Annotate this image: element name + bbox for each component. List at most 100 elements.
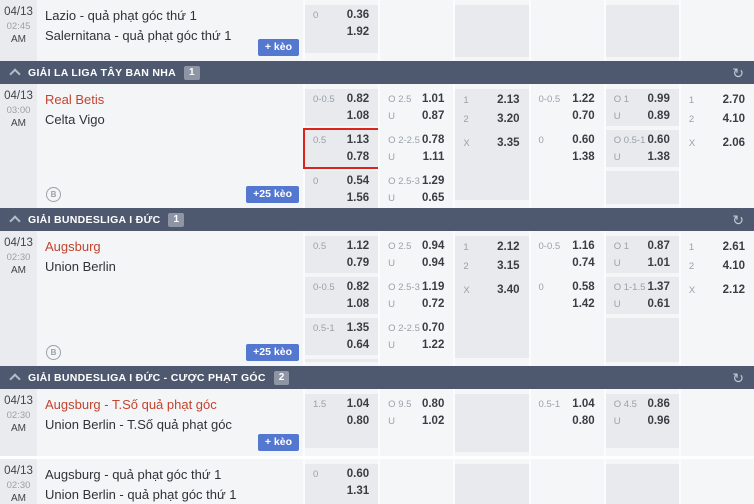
odds-value: 0.86 xyxy=(647,398,670,410)
odds-label: U xyxy=(388,416,396,427)
odds-value: 0.80 xyxy=(572,415,595,427)
odds-value: 1.16 xyxy=(572,240,595,252)
odds-cell[interactable]: 1 2.13 2 3.20 X 3.35 xyxy=(455,89,529,200)
odds-cell[interactable]: 0 0.36 1.92 xyxy=(305,5,379,53)
odds-label: O 9.5 xyxy=(388,399,412,410)
odds-value: 3.20 xyxy=(497,113,520,125)
odds-cell[interactable]: 0-0.5 0.82 1.08 xyxy=(305,89,379,126)
odds-value: 2.61 xyxy=(722,241,746,253)
odds-label: 1 xyxy=(463,242,469,253)
odds-value: 1.19 xyxy=(421,281,445,293)
odds-cell[interactable]: 0 0.60 1.38 xyxy=(531,130,604,167)
more-odds-button[interactable]: +25 kèo xyxy=(246,186,299,203)
odds-cell[interactable]: 1 2.61 2 4.10 X 2.12 xyxy=(681,236,754,300)
odds-label: O 0.5-1 xyxy=(613,135,646,146)
more-odds-button[interactable]: +25 kèo xyxy=(246,344,299,361)
odds-cell[interactable]: O 2.5 1.01 U 0.87 xyxy=(380,89,453,126)
league-section-header[interactable]: GIẢI BUNDESLIGA I ĐỨC 1 ↻ xyxy=(0,208,754,231)
odds-label: O 2.5-3 xyxy=(388,282,420,293)
b-badge-icon: B xyxy=(46,345,61,360)
odds-cell-highlighted[interactable]: 0.5 1.13 0.78 xyxy=(305,130,379,167)
odds-cell[interactable]: 0 0.60 1.31 xyxy=(305,464,379,504)
odds-value: 1.35 xyxy=(346,322,370,334)
odds-label: 0 xyxy=(313,10,319,21)
match-time: 02:45 xyxy=(6,21,31,32)
odds-column-total-ft xyxy=(378,0,454,61)
odds-label: U xyxy=(613,152,621,163)
odds-value: 0.60 xyxy=(346,468,370,480)
odds-cell[interactable]: O 2.5 0.94 U 0.94 xyxy=(380,236,453,273)
odds-cell[interactable]: 0.5 1.12 0.79 xyxy=(305,236,379,273)
odds-cell[interactable]: 0 0.58 1.42 xyxy=(531,277,604,314)
more-odds-button[interactable]: + kèo xyxy=(257,434,299,451)
odds-cell[interactable]: O 1 0.99 U 0.89 xyxy=(605,89,679,126)
odds-column-1x2-ft xyxy=(453,0,529,61)
odds-value: 0.72 xyxy=(421,298,445,310)
refresh-icon[interactable]: ↻ xyxy=(732,369,744,386)
match-date: 04/13 02:45 AM xyxy=(0,0,37,61)
odds-value: 1.37 xyxy=(647,281,670,293)
odds-cell[interactable]: O 2-2.5 0.70 U 1.22 xyxy=(380,318,453,355)
odds-column-total-h1 xyxy=(603,459,679,504)
match-teams: Lazio - quả phạt góc thứ 1 Salernitana - … xyxy=(37,0,303,61)
more-odds-button[interactable]: + kèo xyxy=(257,39,299,56)
odds-label: X xyxy=(463,138,470,149)
match-count-badge: 2 xyxy=(273,370,290,385)
match-teams: Augsburg Union Berlin B +25 kèo xyxy=(37,231,303,366)
refresh-icon[interactable]: ↻ xyxy=(732,64,744,81)
odds-label: U xyxy=(388,299,396,310)
refresh-icon[interactable]: ↻ xyxy=(732,211,744,228)
odds-cell[interactable]: O 2.5-3 1.19 U 0.72 xyxy=(380,277,453,314)
odds-value: 1.13 xyxy=(346,134,370,146)
odds-value: 0.78 xyxy=(421,134,445,146)
odds-cell[interactable]: O 9.5 0.80 U 1.02 xyxy=(380,394,453,448)
odds-label: U xyxy=(388,193,396,204)
odds-cell[interactable]: 0-0.5 1.22 0.70 xyxy=(531,89,604,126)
match-augsburg-unionberlin-corners-total: 04/13 02:30 AM Augsburg - T.Số quả phạt góc… xyxy=(0,389,754,456)
odds-value: 1.92 xyxy=(346,26,370,38)
odds-column-handicap-ft: 0 0.60 1.31 xyxy=(303,459,379,504)
odds-column-1x2-ft xyxy=(453,389,529,456)
odds-label: U xyxy=(388,111,396,122)
odds-column-1x2-h1 xyxy=(678,0,754,61)
odds-cell[interactable]: 0 0.54 1.56 xyxy=(305,171,379,208)
home-team-name: Augsburg - T.Số quả phạt góc xyxy=(45,397,217,412)
odds-label: X xyxy=(463,285,470,296)
odds-label: 0 xyxy=(313,469,319,480)
odds-value: 0.60 xyxy=(572,134,595,146)
odds-cell[interactable]: 1 2.70 2 4.10 X 2.06 xyxy=(681,89,754,153)
away-team-name: Celta Vigo xyxy=(45,112,105,127)
odds-cell[interactable]: O 2.5-3 1.29 U 0.65 xyxy=(380,171,453,208)
match-day: 04/13 xyxy=(4,465,33,477)
odds-value: 0.80 xyxy=(421,398,445,410)
odds-cell[interactable]: 0-0.5 1.16 0.74 xyxy=(531,236,604,273)
match-date: 04/13 02:30 AM xyxy=(0,389,37,456)
odds-label: 0 xyxy=(538,135,544,146)
odds-cell[interactable]: 1 2.12 2 3.15 X 3.40 xyxy=(455,236,529,358)
odds-cell[interactable]: O 1-1.5 1.37 U 0.61 xyxy=(605,277,679,314)
odds-cell[interactable]: 1.5 1.04 0.80 xyxy=(305,394,379,448)
match-time: 02:30 xyxy=(6,252,31,263)
league-section-header[interactable]: GIẢI LA LIGA TÂY BAN NHA 1 ↻ xyxy=(0,61,754,84)
odds-label: O 2.5-3 xyxy=(388,176,420,187)
odds-cell[interactable]: O 4.5 0.86 U 0.96 xyxy=(605,394,679,448)
odds-column-1x2-h1 xyxy=(678,389,754,456)
odds-label: X xyxy=(688,285,696,296)
odds-value: 0.61 xyxy=(647,298,670,310)
odds-value: 3.35 xyxy=(497,137,520,149)
odds-label: X xyxy=(688,138,696,149)
odds-value: 0.70 xyxy=(572,110,595,122)
away-team-name: Union Berlin - T.Số quả phạt góc xyxy=(45,417,232,432)
home-team-name: Augsburg - quả phạt góc thứ 1 xyxy=(45,467,222,482)
league-section-header[interactable]: GIẢI BUNDESLIGA I ĐỨC - CƯỢC PHẠT GÓC 2 ↻ xyxy=(0,366,754,389)
match-teams: Augsburg - quả phạt góc thứ 1 Union Berli… xyxy=(37,459,303,504)
odds-value: 1.38 xyxy=(647,151,670,163)
odds-cell[interactable]: 0.5-1 1.35 0.64 xyxy=(305,318,379,355)
odds-cell[interactable]: O 0.5-1 0.60 U 1.38 xyxy=(605,130,679,167)
odds-cell[interactable]: 0.5-1 1.04 0.80 xyxy=(531,394,604,448)
odds-cell[interactable]: 0-0.5 0.82 1.08 xyxy=(305,277,379,314)
odds-cell[interactable]: O 2-2.5 0.78 U 1.11 xyxy=(380,130,453,167)
odds-cell[interactable]: O 1 0.87 U 1.01 xyxy=(605,236,679,273)
odds-label: 0-0.5 xyxy=(313,94,335,105)
match-lazio-salernitana-corner1: 04/13 02:45 AM Lazio - quả phạt góc thứ 1 Sa… xyxy=(0,0,754,61)
